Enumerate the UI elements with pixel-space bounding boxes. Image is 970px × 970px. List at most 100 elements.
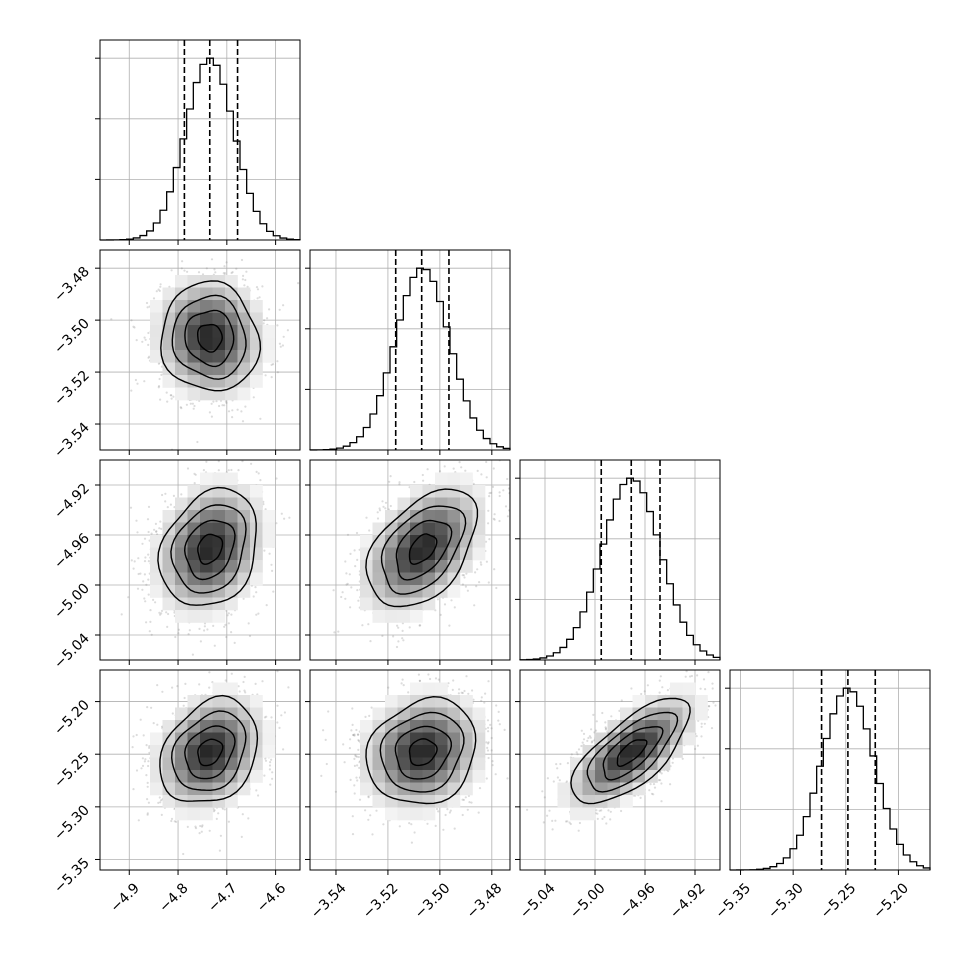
scatter-point <box>169 394 172 397</box>
scatter-point <box>279 345 282 348</box>
panel-frame <box>309 249 511 451</box>
scatter-point <box>136 531 139 534</box>
density-cell <box>212 375 226 388</box>
scatter-point <box>257 612 260 615</box>
scatter-point <box>174 635 177 639</box>
scatter-point <box>166 400 169 403</box>
scatter-point <box>180 493 183 496</box>
scatter-point <box>143 336 146 339</box>
scatter-point <box>179 406 182 409</box>
scatter-point <box>217 460 220 463</box>
scatter-point <box>282 304 285 307</box>
density-cell <box>225 350 238 363</box>
density-cell <box>212 362 226 376</box>
hist-panel-0 <box>95 39 301 245</box>
density-cell <box>237 287 251 301</box>
scatter-point <box>270 563 273 566</box>
scatter-point <box>166 625 169 629</box>
density-cell <box>237 337 251 351</box>
density-cell <box>175 337 188 351</box>
density-cell <box>162 375 176 388</box>
scatter-point <box>254 586 257 589</box>
scatter-point <box>241 460 244 463</box>
scatter-point <box>224 272 227 275</box>
scatter-point <box>127 596 130 599</box>
scatter-point <box>278 342 281 345</box>
scatter-point <box>210 402 213 405</box>
scatter-point <box>282 335 285 338</box>
scatter-point <box>159 398 162 401</box>
scatter-point <box>225 261 228 264</box>
scatter-point <box>271 569 274 573</box>
scatter-point <box>193 404 196 408</box>
scatter-point <box>147 505 151 508</box>
scatter-point <box>143 560 147 563</box>
scatter-point <box>158 377 161 381</box>
scatter-point <box>224 623 227 627</box>
density-cell <box>212 312 226 326</box>
scatter-point <box>158 289 161 292</box>
scatter-point <box>160 365 163 368</box>
scatter-point <box>217 469 220 472</box>
histogram-step <box>519 477 721 661</box>
scatter-point <box>248 634 252 638</box>
scatter-point <box>170 394 173 397</box>
scatter-point <box>203 625 206 628</box>
density-cell <box>212 287 226 301</box>
scatter-point <box>156 533 159 536</box>
scatter-point <box>180 267 183 270</box>
scatter-point <box>210 415 213 418</box>
scatter-point <box>255 470 258 473</box>
scatter-point <box>147 343 150 346</box>
scatter-point <box>265 604 268 607</box>
scatter-point <box>147 356 150 359</box>
scatter-point <box>255 591 258 594</box>
scatter-point <box>286 329 289 332</box>
scatter-point <box>183 269 186 272</box>
density-cell <box>150 337 163 351</box>
scatter-point <box>250 462 253 465</box>
density-cell <box>225 337 238 351</box>
contour-line <box>184 309 235 368</box>
density-cell <box>250 375 263 388</box>
scatter-point <box>165 391 168 394</box>
density-cell <box>200 350 213 363</box>
scatter-point <box>243 284 246 287</box>
scatter-point <box>225 635 228 639</box>
density-cell <box>212 337 226 351</box>
scatter-point <box>244 405 247 408</box>
contour-line <box>171 294 247 380</box>
scatter-point <box>159 285 162 288</box>
scatter-point <box>230 468 233 472</box>
scatter-point <box>168 285 171 288</box>
scatter-point <box>170 269 173 272</box>
hist-panel-2 <box>515 459 721 665</box>
scatter-point <box>225 401 228 404</box>
scatter-point <box>154 601 157 604</box>
scatter-point <box>263 319 266 322</box>
density-cell <box>212 300 226 313</box>
density-cell <box>175 350 188 363</box>
scatter-point <box>155 530 158 534</box>
scatter-point <box>268 552 271 555</box>
density-cell <box>225 375 238 388</box>
scatter-point <box>246 285 249 288</box>
scatter-point <box>214 271 217 274</box>
scatter-point <box>135 339 138 342</box>
scatter-point <box>135 519 138 522</box>
scatter-point <box>152 297 156 300</box>
scatter-point <box>205 267 208 270</box>
scatter-point <box>147 331 150 335</box>
panel-frame <box>99 39 301 241</box>
contour-line <box>197 323 223 353</box>
scatter-point <box>147 560 150 563</box>
scatter-point <box>165 611 168 614</box>
scatter-point <box>230 271 233 275</box>
scatter-point <box>147 593 150 596</box>
panel-frame <box>99 249 301 451</box>
density-cell <box>212 325 226 338</box>
scatter-point <box>213 268 216 271</box>
density-cell <box>175 362 188 376</box>
scatter-point <box>223 625 226 628</box>
scatter-point <box>159 283 162 286</box>
